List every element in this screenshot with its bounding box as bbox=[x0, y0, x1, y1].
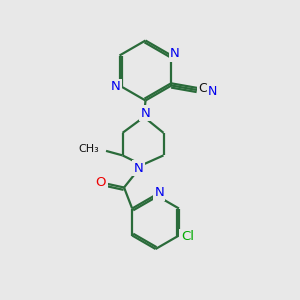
Text: N: N bbox=[134, 161, 143, 175]
Text: C: C bbox=[198, 82, 207, 95]
Text: Cl: Cl bbox=[181, 230, 194, 244]
Text: CH₃: CH₃ bbox=[79, 144, 100, 154]
Text: N: N bbox=[111, 80, 121, 94]
Text: N: N bbox=[141, 107, 150, 120]
Text: N: N bbox=[170, 47, 180, 61]
Text: N: N bbox=[208, 85, 217, 98]
Text: N: N bbox=[154, 186, 164, 199]
Text: O: O bbox=[96, 176, 106, 189]
